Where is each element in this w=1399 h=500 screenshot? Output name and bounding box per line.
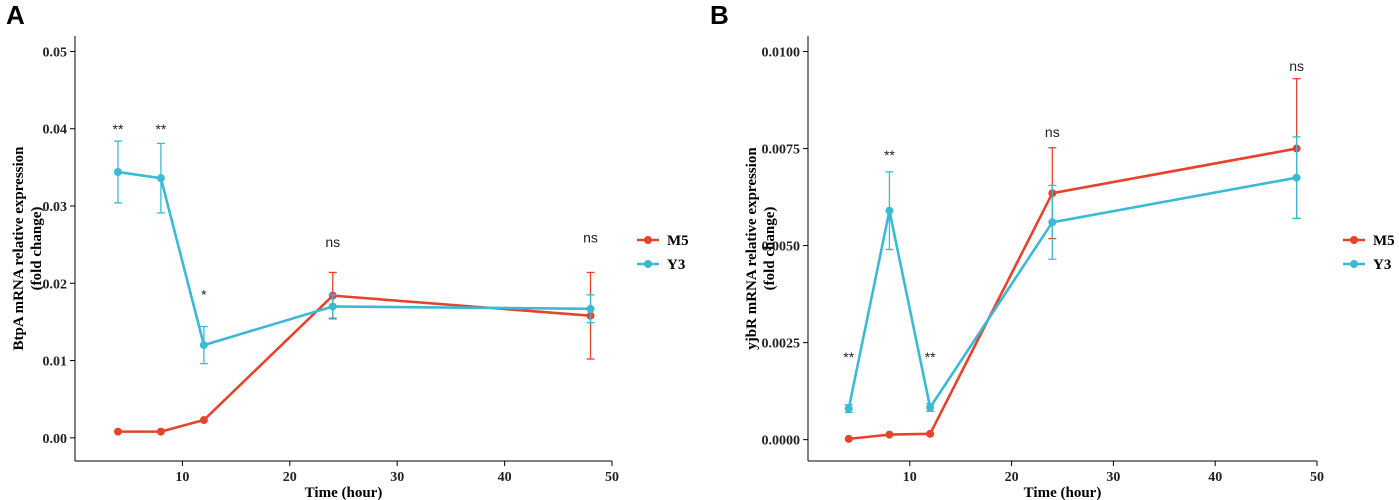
- data-point: [926, 429, 935, 438]
- significance-label: **: [113, 121, 124, 137]
- y-tick-label: 0.04: [43, 123, 68, 138]
- data-point: [199, 416, 208, 425]
- data-point: [586, 304, 595, 313]
- y-tick-label: 0.03: [43, 200, 68, 215]
- legend-label: M5: [1373, 233, 1395, 249]
- significance-label: ns: [1289, 58, 1304, 74]
- series-line: [117, 170, 591, 347]
- y-axis-title: BtpA mRNA relative expression: [11, 146, 27, 351]
- series-line: [848, 147, 1297, 441]
- series-m5: [844, 78, 1301, 443]
- legend-swatch-dot: [1350, 260, 1358, 268]
- significance-label: *: [201, 287, 207, 303]
- data-point: [328, 302, 337, 311]
- significance-label: ns: [1045, 124, 1060, 140]
- series-m5: [113, 271, 595, 436]
- significance-label: **: [884, 147, 895, 163]
- significance-label: **: [925, 349, 936, 365]
- panel-b: B 0.0000 0.0025 0.0050 0.0075 0.0100 10 20 30 40…: [710, 0, 1395, 500]
- data-point: [113, 168, 122, 176]
- y-tick-label: 0.0050: [762, 240, 801, 255]
- data-point: [885, 430, 894, 439]
- data-point: [113, 427, 122, 436]
- data-point: [1292, 173, 1301, 182]
- y-axis-title: yjbR mRNA relative expression: [744, 147, 760, 350]
- x-tick-label: 50: [1310, 470, 1324, 485]
- panel-label: B: [710, 0, 729, 30]
- significance-label: ns: [325, 234, 340, 250]
- y-tick-label: 0.02: [43, 277, 68, 292]
- x-tick-label: 40: [498, 470, 512, 485]
- data-point: [1048, 218, 1057, 227]
- y-tick-label: 0.00: [43, 432, 68, 447]
- y-tick-label: 0.0075: [762, 143, 801, 158]
- data-point: [926, 403, 935, 412]
- y-tick-label: 0.0000: [762, 434, 801, 449]
- significance-label: ns: [583, 229, 598, 245]
- x-axis-title: Time (hour): [1024, 485, 1102, 500]
- data-point: [885, 206, 894, 215]
- significance-label: **: [155, 121, 166, 137]
- y-tick-label: 0.0100: [762, 46, 801, 61]
- data-point: [156, 427, 165, 436]
- data-point: [156, 174, 165, 183]
- y-tick-label: 0.0025: [762, 337, 801, 352]
- x-axis-title: Time (hour): [305, 485, 383, 500]
- legend-swatch-dot: [1350, 236, 1358, 244]
- panel-label: A: [6, 0, 25, 30]
- series-line: [847, 176, 1297, 409]
- panel-a: A 0.00 0.01 0.02 0.03 0.04 0.05 10 20 30 40 50 Time…: [6, 0, 689, 500]
- series-y3: [844, 136, 1301, 414]
- y-axis-title-line2: (fold change): [29, 207, 45, 291]
- x-tick-label: 10: [903, 470, 917, 485]
- legend-label: Y3: [667, 257, 685, 273]
- legend-swatch-dot: [644, 236, 652, 244]
- data-point: [199, 341, 208, 350]
- x-tick-label: 20: [1005, 470, 1019, 485]
- x-tick-label: 20: [283, 470, 297, 485]
- legend-label: M5: [667, 233, 689, 249]
- x-tick-label: 30: [1106, 470, 1120, 485]
- significance-label: **: [843, 349, 854, 365]
- x-tick-label: 10: [175, 470, 189, 485]
- x-tick-label: 30: [390, 470, 404, 485]
- series-y3: [113, 140, 595, 365]
- legend-label: Y3: [1373, 257, 1391, 273]
- y-tick-label: 0.01: [43, 355, 68, 370]
- x-tick-label: 40: [1208, 470, 1222, 485]
- data-point: [844, 404, 853, 413]
- y-axis-title-line2: (fold change): [762, 207, 778, 291]
- y-tick-label: 0.05: [43, 45, 68, 60]
- data-point: [844, 434, 853, 443]
- x-tick-label: 50: [605, 470, 619, 485]
- series-line: [117, 294, 591, 433]
- legend-swatch-dot: [644, 260, 652, 268]
